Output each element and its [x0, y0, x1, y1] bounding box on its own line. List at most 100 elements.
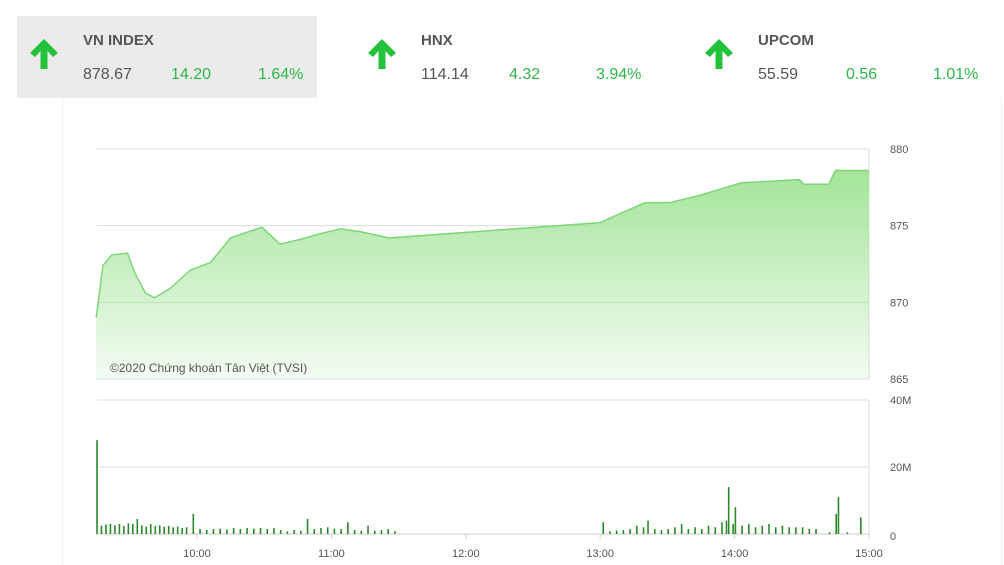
index-tab-hnx[interactable]: HNX 114.14 4.32 3.94% [355, 16, 655, 98]
y-tick-label: 870 [890, 297, 908, 309]
volume-bar [602, 522, 605, 534]
volume-bar [136, 518, 139, 534]
volume-bar [145, 526, 148, 534]
volume-bar [266, 528, 269, 534]
volume-bar [232, 527, 235, 534]
volume-bar [754, 527, 757, 534]
index-value: 114.14 [421, 66, 469, 83]
index-tab-upcom[interactable]: UPCOM 55.59 0.56 1.01% [692, 16, 992, 98]
volume-bar [246, 527, 248, 534]
chart-watermark: ©2020 Chứng khoán Tân Việt (TVSI) [110, 361, 307, 375]
index-value: 55.59 [758, 66, 799, 83]
index-percent: 1.01% [933, 66, 979, 83]
volume-bar [795, 527, 797, 534]
volume-bar [326, 527, 329, 534]
volume-bar [360, 530, 363, 534]
volume-bar [118, 523, 121, 534]
volume-bar [306, 518, 309, 534]
volume-bar [846, 532, 849, 534]
volume-bar [239, 528, 242, 534]
volume-bar [788, 527, 790, 534]
volume-bar [212, 528, 215, 534]
volume-bar [394, 531, 396, 534]
volume-bar [380, 529, 383, 534]
x-tick-label: 13:00 [586, 548, 614, 560]
volume-bar [109, 523, 112, 534]
arrow-up-icon [30, 39, 58, 69]
volume-bar [353, 529, 356, 534]
volume-bar [167, 525, 170, 534]
x-tick-label: 14:00 [721, 548, 749, 560]
volume-bar [141, 525, 143, 534]
volume-bar [701, 528, 703, 534]
volume-bar [687, 528, 690, 534]
volume-bar [105, 524, 107, 534]
volume-bar [768, 523, 770, 534]
y-tick-label: 0 [890, 531, 896, 543]
volume-bar [609, 531, 611, 534]
index-change: 0.56 [846, 66, 878, 83]
volume-bar [114, 525, 116, 534]
volume-bar [226, 529, 228, 534]
y-tick-label: 865 [890, 374, 908, 386]
volume-bar [622, 529, 625, 534]
volume-bar [205, 529, 208, 534]
volume-bar [185, 527, 188, 534]
index-value: 878.67 [83, 66, 132, 83]
volume-bar [100, 525, 103, 534]
price-line [95, 169, 869, 318]
index-tab-vn-index[interactable]: VN INDEX 878.67 14.20 1.64% [17, 16, 317, 98]
volume-bar [714, 527, 717, 534]
volume-bar [674, 527, 676, 534]
volume-bar [149, 523, 152, 534]
x-tick-label: 11:00 [318, 548, 345, 560]
volume-bar [176, 526, 179, 534]
y-tick-label: 20M [890, 462, 911, 474]
volume-bar [279, 529, 282, 534]
volume-bar [801, 527, 804, 534]
volume-bar [707, 525, 710, 534]
arrow-up-icon [368, 39, 396, 69]
volume-bar [181, 527, 183, 534]
volume-bar [333, 528, 336, 534]
volume-bar [273, 527, 275, 534]
volume-bar [219, 528, 221, 534]
x-tick-label: 12:00 [452, 548, 480, 560]
index-percent: 1.64% [258, 66, 304, 83]
y-tick-label: 880 [890, 144, 908, 156]
volume-bar [647, 520, 649, 534]
volume-bar [158, 525, 161, 534]
volume-bar [163, 526, 165, 534]
volume-bar [761, 525, 764, 534]
index-percent: 3.94% [596, 66, 642, 83]
volume-bar [727, 487, 730, 534]
volume-bar [313, 528, 316, 534]
volume-bar [828, 532, 831, 534]
volume-bar [748, 523, 750, 534]
volume-bar [172, 527, 174, 534]
price-area [96, 170, 869, 379]
volume-bar [347, 522, 349, 534]
volume-bar [734, 507, 737, 534]
volume-bar [808, 528, 811, 534]
volume-bar [123, 525, 125, 534]
volume-bar [837, 497, 840, 534]
index-change: 4.32 [509, 66, 541, 83]
volume-bar [132, 523, 134, 534]
volume-bar [286, 531, 289, 534]
volume-bar [694, 527, 696, 534]
volume-bar [667, 528, 669, 534]
arrow-up-icon [705, 39, 733, 69]
volume-bar [680, 523, 683, 534]
volume-bar [725, 520, 728, 534]
volume-bar [373, 530, 376, 534]
volume-bar [154, 525, 157, 534]
volume-bar [781, 525, 784, 534]
volume-bar [835, 513, 837, 534]
volume-bar [860, 517, 862, 534]
volume-bar [96, 440, 98, 534]
volume-bar [815, 528, 817, 534]
volume-bar [642, 527, 645, 534]
volume-bar [259, 527, 262, 534]
index-change: 14.20 [171, 66, 212, 83]
